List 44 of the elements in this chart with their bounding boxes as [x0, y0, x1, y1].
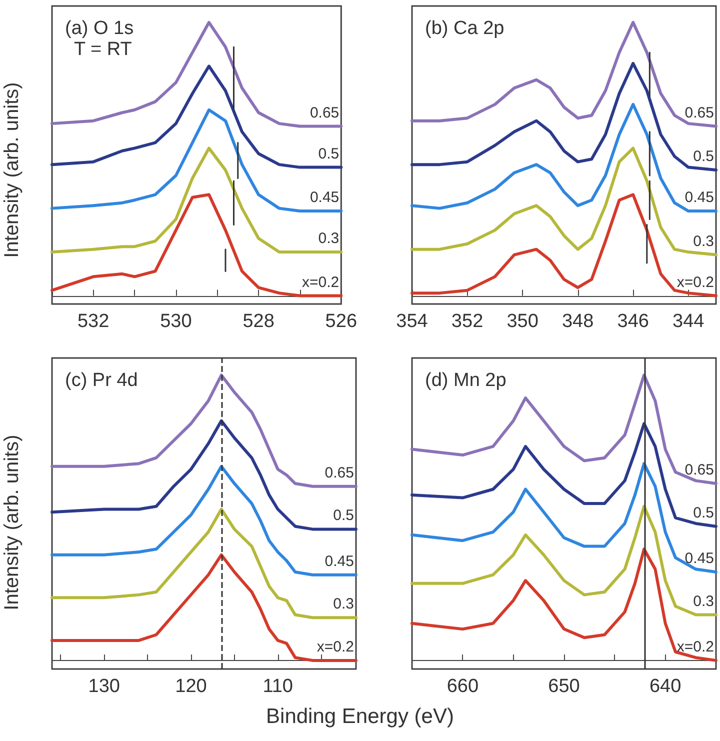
series-label: x=0.2: [316, 638, 354, 656]
series-label: 0.65: [324, 464, 354, 482]
series-label: 0.5: [693, 148, 714, 166]
series-label: x=0.2: [676, 274, 714, 291]
series-label: 0.45: [684, 550, 714, 567]
x-axis-title: Binding Energy (eV): [265, 705, 455, 729]
x-tick-label: 350: [506, 311, 538, 332]
x-tick-label: 130: [88, 676, 120, 697]
series-label: 0.5: [693, 504, 714, 522]
chart-title: (a) O 1s: [65, 18, 134, 39]
series-label: 0.65: [310, 104, 340, 122]
series-label: 0.3: [333, 596, 354, 613]
y-axis-title: Intensity (arb. units): [1, 434, 23, 610]
series-label: 0.3: [693, 232, 714, 250]
x-tick-label: 530: [160, 311, 192, 332]
x-tick-label: 526: [325, 311, 357, 332]
x-tick-label: 528: [242, 311, 274, 332]
chart-title: (d) Mn 2p: [425, 370, 506, 391]
x-tick-label: 660: [446, 676, 479, 697]
series-label: 0.3: [693, 592, 714, 610]
x-tick-label: 344: [672, 311, 705, 332]
series-label: x=0.2: [676, 638, 714, 656]
series-label: x=0.2: [302, 274, 340, 291]
series-label: 0.65: [684, 462, 714, 479]
x-tick-label: 650: [548, 676, 580, 697]
series-label: 0.45: [324, 552, 354, 570]
x-tick-label: 348: [562, 311, 594, 332]
x-tick-label: 532: [77, 311, 110, 332]
series-label: 0.65: [684, 104, 714, 122]
x-tick-label: 346: [617, 311, 649, 332]
annotation: T = RT: [74, 39, 132, 60]
series-label: 0.45: [684, 189, 714, 206]
x-tick-label: 352: [451, 311, 484, 332]
chart-title: (b) Ca 2p: [425, 18, 504, 39]
x-tick-label: 110: [262, 676, 293, 697]
series-label: 0.5: [318, 145, 340, 162]
series-label: 0.5: [333, 507, 354, 524]
chart-title: (c) Pr 4d: [65, 370, 138, 391]
y-axis-title: Intensity (arb. units): [1, 82, 23, 258]
x-tick-label: 640: [649, 676, 682, 697]
series-label: 0.45: [310, 189, 340, 206]
x-tick-label: 120: [175, 676, 207, 697]
x-tick-label: 354: [396, 311, 428, 332]
series-label: 0.3: [318, 230, 340, 248]
